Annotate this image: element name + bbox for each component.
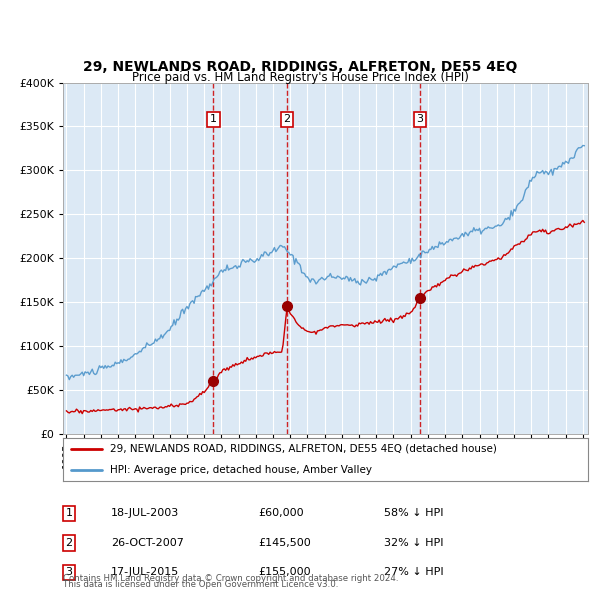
Text: 3: 3 [416, 114, 424, 124]
Text: 27% ↓ HPI: 27% ↓ HPI [384, 568, 443, 577]
Text: 2: 2 [284, 114, 290, 124]
Text: Contains HM Land Registry data © Crown copyright and database right 2024.: Contains HM Land Registry data © Crown c… [63, 574, 398, 583]
Text: 17-JUL-2015: 17-JUL-2015 [111, 568, 179, 577]
Text: 26-OCT-2007: 26-OCT-2007 [111, 538, 184, 548]
Text: Price paid vs. HM Land Registry's House Price Index (HPI): Price paid vs. HM Land Registry's House … [131, 71, 469, 84]
Text: 29, NEWLANDS ROAD, RIDDINGS, ALFRETON, DE55 4EQ: 29, NEWLANDS ROAD, RIDDINGS, ALFRETON, D… [83, 60, 517, 74]
Text: 58% ↓ HPI: 58% ↓ HPI [384, 509, 443, 518]
Text: 29, NEWLANDS ROAD, RIDDINGS, ALFRETON, DE55 4EQ (detached house): 29, NEWLANDS ROAD, RIDDINGS, ALFRETON, D… [110, 444, 497, 454]
Text: This data is licensed under the Open Government Licence v3.0.: This data is licensed under the Open Gov… [63, 580, 338, 589]
Text: 1: 1 [210, 114, 217, 124]
Text: 2: 2 [65, 538, 73, 548]
Text: £155,000: £155,000 [258, 568, 311, 577]
Text: 1: 1 [65, 509, 73, 518]
Text: 32% ↓ HPI: 32% ↓ HPI [384, 538, 443, 548]
Text: 3: 3 [65, 568, 73, 577]
Text: HPI: Average price, detached house, Amber Valley: HPI: Average price, detached house, Ambe… [110, 466, 372, 475]
Text: 18-JUL-2003: 18-JUL-2003 [111, 509, 179, 518]
Text: £60,000: £60,000 [258, 509, 304, 518]
Text: £145,500: £145,500 [258, 538, 311, 548]
